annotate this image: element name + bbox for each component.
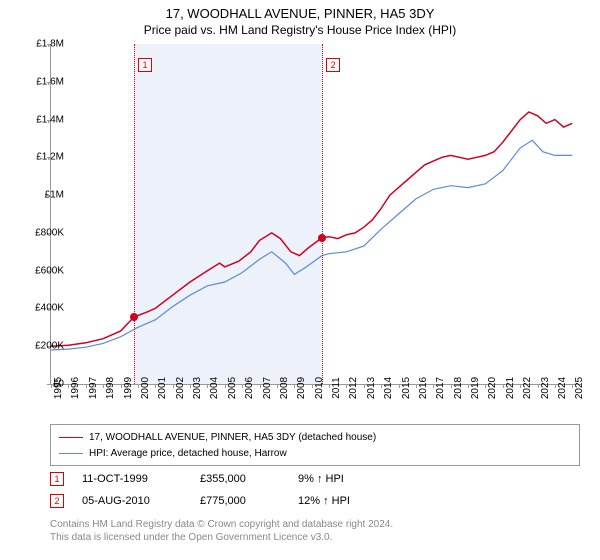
chart-subtitle: Price paid vs. HM Land Registry's House … <box>0 21 600 37</box>
legend-swatch <box>59 453 83 454</box>
transaction-row: 1 11-OCT-1999 £355,000 9% ↑ HPI <box>50 468 398 490</box>
legend-swatch <box>59 437 83 438</box>
y-tick-label: £600K <box>35 265 64 276</box>
chart-plot-area: 12 1995199619971998199920002001200220032… <box>50 44 580 384</box>
transaction-row: 2 05-AUG-2010 £775,000 12% ↑ HPI <box>50 490 398 512</box>
x-tick-label: 2022 <box>522 377 533 399</box>
chart-container: 17, WOODHALL AVENUE, PINNER, HA5 3DY Pri… <box>0 0 600 560</box>
x-tick <box>190 384 191 388</box>
x-tick-label: 2011 <box>331 377 342 399</box>
x-tick-label: 1997 <box>88 377 99 399</box>
x-tick-label: 2001 <box>157 377 168 399</box>
x-tick-label: 2010 <box>314 377 325 399</box>
x-tick <box>503 384 504 388</box>
x-tick-label: 2023 <box>540 377 551 399</box>
x-tick <box>329 384 330 388</box>
x-tick-label: 2020 <box>487 377 498 399</box>
series-line-price_paid <box>51 112 572 346</box>
y-tick-label: £200K <box>35 341 64 352</box>
tx-badge: 1 <box>138 58 152 72</box>
x-tick <box>312 384 313 388</box>
tx-vline <box>134 44 135 384</box>
x-tick-label: 2018 <box>453 377 464 399</box>
x-tick-label: 2003 <box>192 377 203 399</box>
x-tick <box>242 384 243 388</box>
footer-line-1: Contains HM Land Registry data © Crown c… <box>50 518 393 531</box>
x-tick-label: 1998 <box>105 377 116 399</box>
tx-dot <box>318 234 326 242</box>
x-tick-label: 1996 <box>70 377 81 399</box>
x-tick-label: 2016 <box>418 377 429 399</box>
transaction-table: 1 11-OCT-1999 £355,000 9% ↑ HPI 2 05-AUG-2010… <box>50 468 398 512</box>
tx-row-badge: 2 <box>50 494 64 508</box>
tx-date: 05-AUG-2010 <box>82 495 182 507</box>
x-tick <box>555 384 556 388</box>
x-tick <box>260 384 261 388</box>
x-tick-label: 2017 <box>435 377 446 399</box>
x-tick-label: 2014 <box>383 377 394 399</box>
plot-frame: 12 <box>50 44 581 385</box>
tx-row-badge: 1 <box>50 472 64 486</box>
x-tick-label: 2009 <box>296 377 307 399</box>
y-tick-label: £400K <box>35 303 64 314</box>
tx-price: £355,000 <box>200 473 280 485</box>
tx-dot <box>130 313 138 321</box>
x-tick-label: 2004 <box>209 377 220 399</box>
x-tick <box>277 384 278 388</box>
tx-date: 11-OCT-1999 <box>82 473 182 485</box>
tx-hpi-delta: 9% ↑ HPI <box>298 473 398 485</box>
y-tick-label: £800K <box>35 227 64 238</box>
legend-label: 17, WOODHALL AVENUE, PINNER, HA5 3DY (de… <box>89 432 376 443</box>
x-tick <box>381 384 382 388</box>
tx-badge: 2 <box>326 58 340 72</box>
x-tick-label: 2024 <box>557 377 568 399</box>
footer-attribution: Contains HM Land Registry data © Crown c… <box>50 518 393 544</box>
tx-hpi-delta: 12% ↑ HPI <box>298 495 398 507</box>
x-tick-label: 2007 <box>262 377 273 399</box>
x-tick <box>416 384 417 388</box>
x-tick-label: 2006 <box>244 377 255 399</box>
x-tick <box>121 384 122 388</box>
chart-lines-svg <box>51 44 581 384</box>
tx-price: £775,000 <box>200 495 280 507</box>
y-tick-label: £1.6M <box>36 76 64 87</box>
x-tick-label: 2002 <box>175 377 186 399</box>
x-tick-label: 2008 <box>279 377 290 399</box>
y-tick-label: £1.4M <box>36 114 64 125</box>
legend-box: 17, WOODHALL AVENUE, PINNER, HA5 3DY (de… <box>50 424 580 466</box>
x-tick-label: 2013 <box>366 377 377 399</box>
x-tick <box>225 384 226 388</box>
footer-line-2: This data is licensed under the Open Gov… <box>50 531 393 544</box>
x-tick-label: 2019 <box>470 377 481 399</box>
x-tick <box>103 384 104 388</box>
x-tick <box>399 384 400 388</box>
y-tick-label: £0 <box>53 379 64 390</box>
tx-vline <box>322 44 323 384</box>
x-tick-label: 2021 <box>505 377 516 399</box>
y-tick-label: £1.8M <box>36 39 64 50</box>
x-tick <box>538 384 539 388</box>
y-tick-label: £1.2M <box>36 152 64 163</box>
legend-item: 17, WOODHALL AVENUE, PINNER, HA5 3DY (de… <box>59 429 571 445</box>
x-tick-label: 2025 <box>574 377 585 399</box>
legend-label: HPI: Average price, detached house, Harr… <box>89 448 287 459</box>
x-tick-label: 1999 <box>123 377 134 399</box>
x-tick-label: 2015 <box>401 377 412 399</box>
x-tick <box>364 384 365 388</box>
x-tick-label: 2000 <box>140 377 151 399</box>
x-tick <box>173 384 174 388</box>
x-tick <box>86 384 87 388</box>
x-tick-label: 2005 <box>227 377 238 399</box>
chart-title: 17, WOODHALL AVENUE, PINNER, HA5 3DY <box>0 0 600 21</box>
x-tick-label: 2012 <box>348 377 359 399</box>
x-tick <box>468 384 469 388</box>
y-tick-label: £1M <box>45 190 64 201</box>
x-tick <box>451 384 452 388</box>
x-tick <box>51 384 52 388</box>
x-tick <box>138 384 139 388</box>
legend-item: HPI: Average price, detached house, Harr… <box>59 445 571 461</box>
